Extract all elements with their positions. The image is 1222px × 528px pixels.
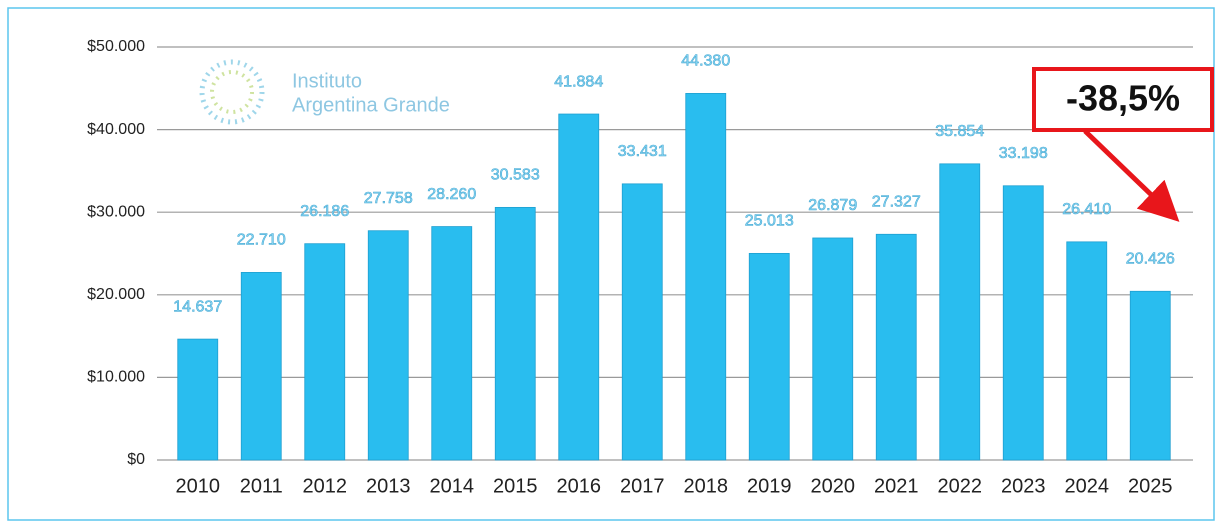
y-tick-label: $30.000 xyxy=(87,203,145,220)
x-tick-label: 2019 xyxy=(747,475,792,497)
bar xyxy=(367,230,409,461)
value-label: 26.879 xyxy=(808,197,857,214)
bar xyxy=(177,338,219,461)
x-tick-label: 2012 xyxy=(303,475,348,497)
value-label: 27.758 xyxy=(364,190,413,207)
x-tick-label: 2010 xyxy=(176,475,221,497)
x-tick-label: 2013 xyxy=(366,475,411,497)
frame xyxy=(7,7,1215,521)
value-label: 33.431 xyxy=(618,143,667,160)
bar xyxy=(558,113,600,461)
logo-mark xyxy=(199,59,265,125)
value-label: 20.426 xyxy=(1126,251,1175,268)
x-tick-label: 2018 xyxy=(684,475,729,497)
arrow xyxy=(1083,129,1180,222)
y-tick-label: $0 xyxy=(127,451,145,468)
value-label: 33.198 xyxy=(999,145,1048,162)
bar xyxy=(494,206,536,461)
x-tick-label: 2023 xyxy=(1001,475,1046,497)
x-tick-label: 2016 xyxy=(557,475,602,497)
value-label: 14.637 xyxy=(173,298,222,315)
value-label: 26.410 xyxy=(1062,201,1111,218)
x-tick-label: 2024 xyxy=(1065,475,1110,497)
x-tick-label: 2025 xyxy=(1128,475,1173,497)
value-label: 41.884 xyxy=(554,73,603,90)
y-tick-label: $50.000 xyxy=(87,38,145,55)
y-tick-label: $40.000 xyxy=(87,121,145,138)
bar xyxy=(1066,241,1108,461)
x-tick-label: 2022 xyxy=(938,475,983,497)
bar xyxy=(748,252,790,461)
bar xyxy=(240,272,282,461)
bar xyxy=(621,183,663,461)
bar xyxy=(304,243,346,461)
x-tick-label: 2011 xyxy=(240,475,283,497)
logo-text: Instituto xyxy=(292,70,362,92)
y-tick-label: $20.000 xyxy=(87,286,145,303)
plot: $0 $10.000 $20.000 $30.000 $40.000 $50.000 201… xyxy=(87,38,1193,497)
value-label: 35.854 xyxy=(935,123,984,140)
annotation-box xyxy=(1032,67,1214,132)
x-tick-label: 2017 xyxy=(620,475,665,497)
bar xyxy=(1002,185,1044,461)
logo-text: Argentina Grande xyxy=(292,94,450,116)
value-label: 27.327 xyxy=(872,193,921,210)
bar xyxy=(875,233,917,461)
value-label: 28.260 xyxy=(427,186,476,203)
x-tick-label: 2020 xyxy=(811,475,856,497)
value-label: 22.710 xyxy=(237,232,286,249)
bar xyxy=(1129,290,1171,461)
value-label: 30.583 xyxy=(491,167,540,184)
annotation: -38,5% xyxy=(1066,78,1180,119)
y-tick-label: $10.000 xyxy=(87,369,145,386)
x-tick-label: 2015 xyxy=(493,475,538,497)
x-tick-label: 2014 xyxy=(430,475,475,497)
value-label: 26.186 xyxy=(300,203,349,220)
bar xyxy=(685,93,727,461)
bar xyxy=(431,226,473,461)
value-label: 44.380 xyxy=(681,53,730,70)
x-tick-label: 2021 xyxy=(874,475,919,497)
bar xyxy=(939,163,981,461)
value-label: 25.013 xyxy=(745,213,794,230)
bar xyxy=(812,237,854,461)
